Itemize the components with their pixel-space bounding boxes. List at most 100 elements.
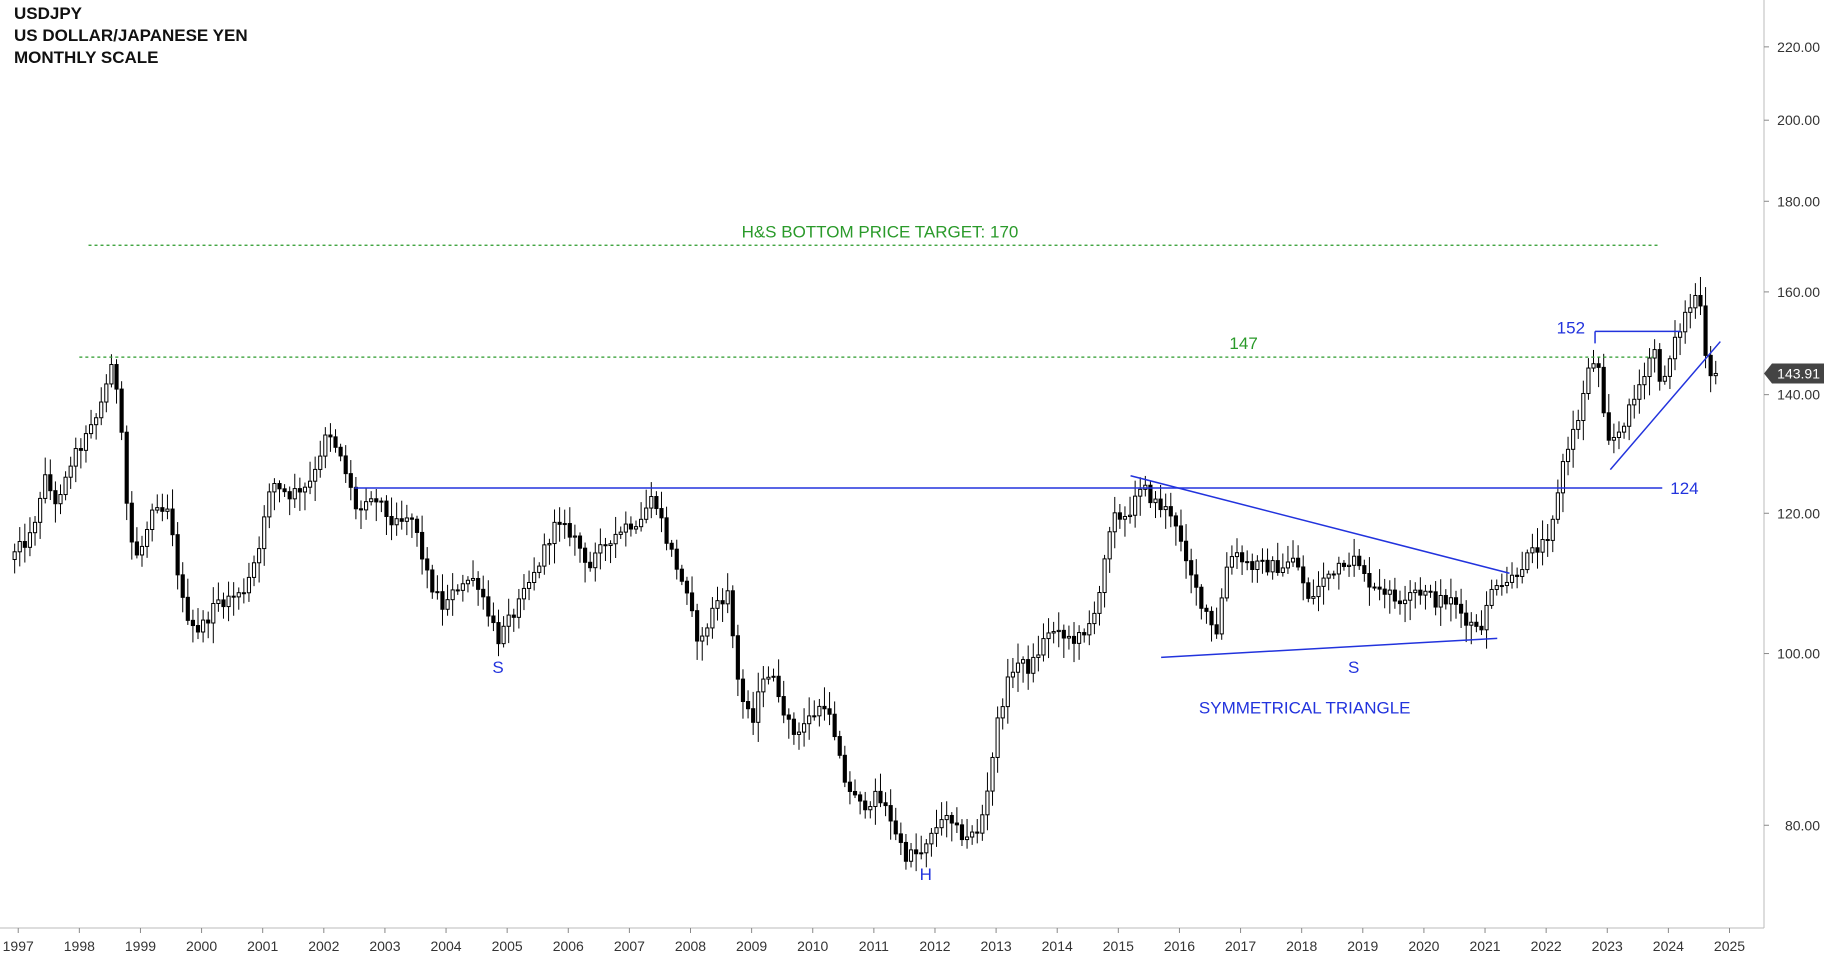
candle-down: [1173, 515, 1178, 527]
chart-pair-name: US DOLLAR/JAPANESE YEN: [14, 26, 248, 45]
candle-down: [170, 508, 175, 536]
candle-down: [425, 558, 430, 571]
candle-up: [598, 544, 603, 554]
candle-up: [1097, 592, 1102, 614]
candle-up: [766, 676, 771, 680]
symmetrical-triangle-label: SYMMETRICAL TRIANGLE: [1199, 699, 1411, 718]
candle-up: [465, 579, 471, 585]
candle-up: [593, 552, 598, 569]
candle-up: [68, 465, 73, 478]
candle-up: [1046, 632, 1051, 640]
candle-up: [1051, 631, 1056, 634]
candle-down: [1240, 552, 1245, 563]
y-tick-label: 180.00: [1777, 193, 1820, 209]
candle-down: [1026, 659, 1031, 674]
candle-up: [1331, 573, 1336, 576]
candle-down: [1367, 573, 1372, 588]
candle-up: [1311, 596, 1316, 599]
candle-up: [470, 577, 476, 581]
candle-up: [1591, 363, 1596, 369]
candle-up: [1387, 589, 1392, 595]
candle-up: [1530, 547, 1535, 554]
candle-down: [180, 574, 185, 598]
candle-down: [374, 498, 379, 503]
candle-down: [491, 615, 496, 624]
last-price-marker: 143.91: [1764, 363, 1824, 384]
candle-up: [1112, 512, 1117, 533]
candle-up: [144, 528, 150, 547]
candle-up: [1270, 560, 1275, 573]
candle-down: [689, 592, 695, 612]
x-tick-label: 2002: [308, 938, 339, 954]
candle-down: [1698, 294, 1703, 307]
candle-up: [990, 756, 995, 792]
candle-down: [1545, 539, 1550, 542]
candle-down: [888, 805, 893, 822]
chart-symbol: USDJPY: [14, 4, 83, 23]
candle-down: [822, 705, 827, 710]
candle-down: [567, 523, 572, 538]
y-tick-label: 120.00: [1777, 505, 1820, 521]
candle-down: [343, 455, 348, 475]
candle-up: [1031, 656, 1036, 674]
candle-up: [1163, 506, 1168, 511]
candle-down: [282, 488, 287, 493]
candle-up: [1621, 425, 1627, 433]
candle-up: [323, 434, 328, 457]
candle-up: [139, 545, 145, 556]
candle-down: [1453, 597, 1459, 605]
candle-up: [547, 543, 552, 546]
level-152-label: 152: [1557, 318, 1585, 337]
candle-up: [613, 533, 618, 545]
candle-down: [409, 517, 414, 520]
candle-up: [1245, 561, 1250, 564]
candle-up: [1229, 556, 1234, 568]
candle-down: [1148, 484, 1153, 504]
candle-up: [756, 691, 761, 723]
candle-down: [1433, 591, 1438, 608]
candle-up: [944, 814, 949, 821]
candle-down: [389, 515, 394, 526]
candle-down: [1657, 349, 1662, 382]
candle-up: [99, 401, 104, 419]
x-tick-label: 2008: [675, 938, 706, 954]
candle-down: [1606, 412, 1611, 441]
x-tick-label: 2019: [1347, 938, 1378, 954]
candles-group: [12, 277, 1718, 872]
candle-down: [557, 521, 562, 525]
candle-up: [236, 592, 241, 598]
candle-up: [1041, 638, 1046, 656]
candle-down: [684, 580, 690, 594]
candle-down: [898, 833, 903, 843]
annotation-overlays: H&S BOTTOM PRICE TARGET: 170 147 124 152 S H S…: [79, 222, 1721, 884]
candle-down: [277, 483, 282, 490]
candle-up: [226, 595, 231, 608]
candle-up: [1255, 560, 1260, 571]
candle-down: [338, 446, 343, 457]
candle-up: [649, 496, 654, 509]
candle-down: [455, 589, 460, 592]
candle-down: [348, 473, 353, 488]
x-tick-label: 2000: [186, 938, 217, 954]
candle-down: [1601, 366, 1606, 414]
candle-down: [1377, 586, 1382, 590]
candle-down: [353, 486, 358, 510]
candle-up: [639, 518, 644, 528]
candle-up: [364, 501, 369, 511]
candle-up: [521, 587, 527, 600]
candle-up: [1637, 384, 1642, 400]
candle-up: [1423, 590, 1428, 596]
candle-down: [190, 619, 195, 627]
candle-up: [644, 507, 649, 520]
candle-up: [1056, 629, 1061, 633]
candle-up: [1005, 676, 1010, 708]
candle-down: [160, 507, 165, 512]
candle-up: [562, 523, 567, 526]
candle-up: [38, 497, 43, 523]
candle-up: [817, 705, 822, 717]
x-tick-label: 2009: [736, 938, 767, 954]
candle-down: [842, 754, 847, 783]
candle-down: [195, 625, 201, 633]
time-axis: 1997 1998 1999 2000 2001 2002 2003 2004 2005 2006…: [0, 927, 1764, 954]
candle-up: [796, 731, 802, 735]
